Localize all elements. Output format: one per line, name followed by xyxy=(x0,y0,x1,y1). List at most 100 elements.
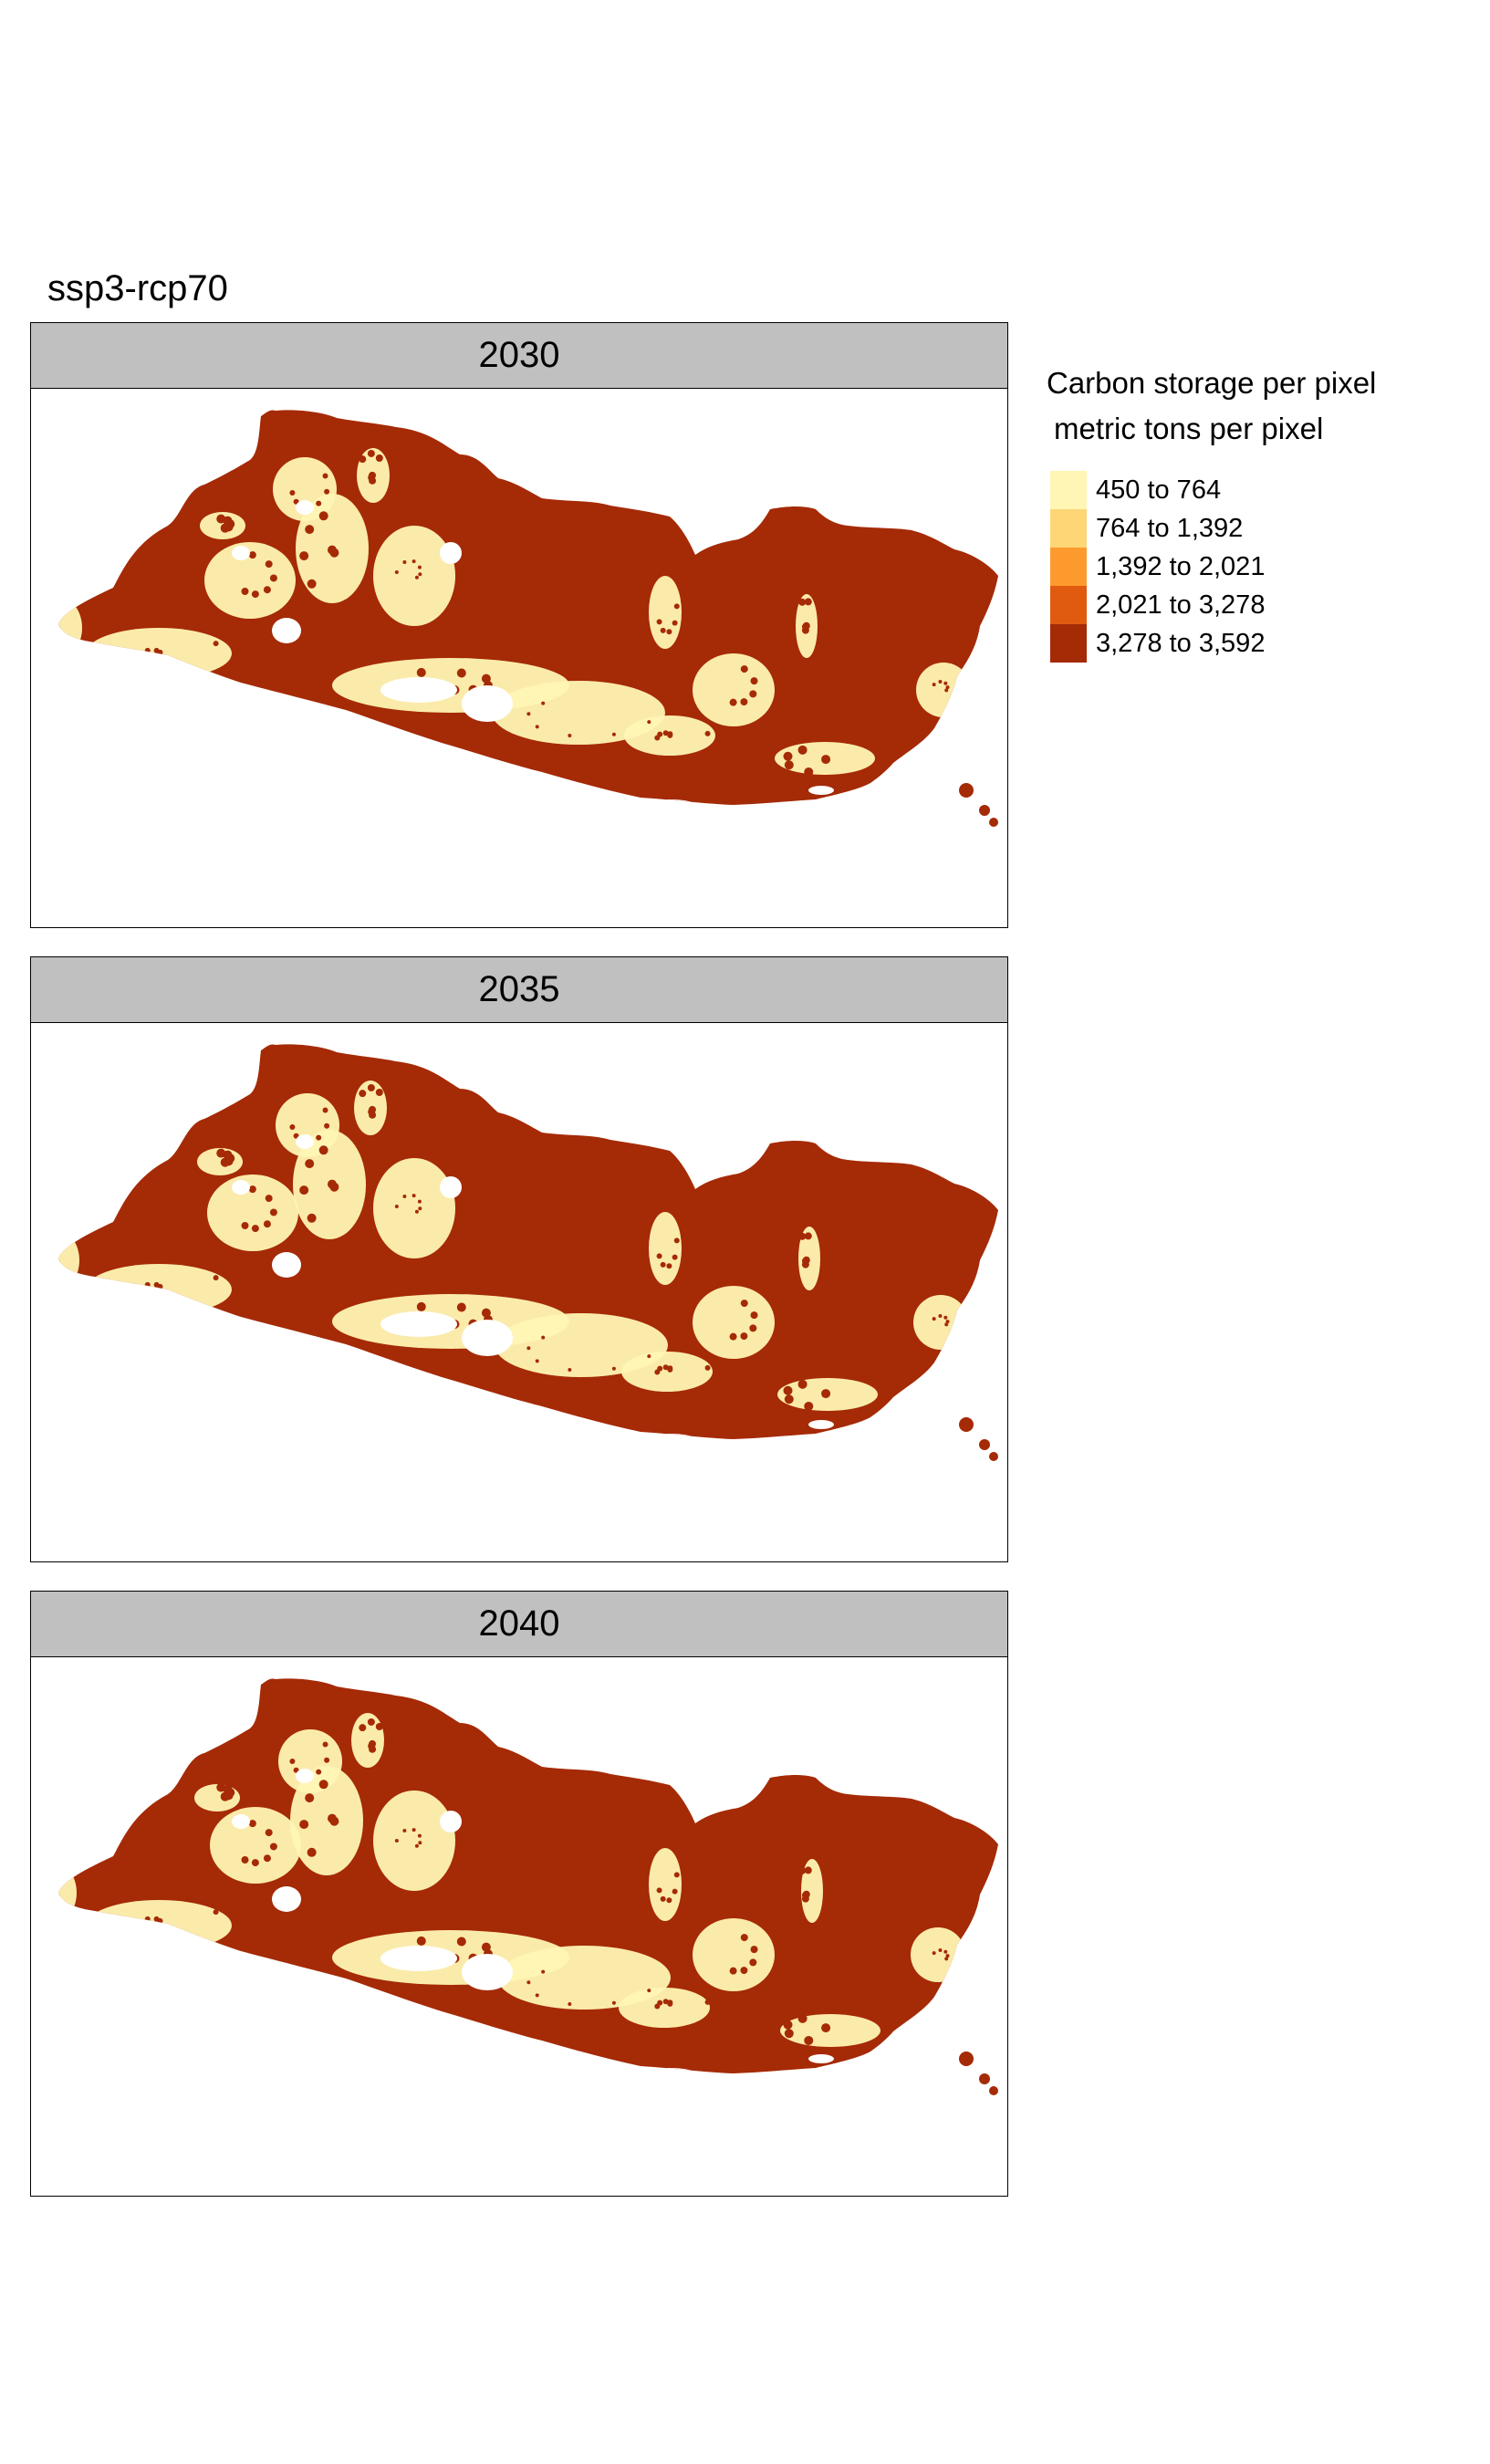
legend-item-label: 450 to 764 xyxy=(1096,475,1222,505)
high-carbon-speckle xyxy=(414,575,419,579)
high-carbon-speckle xyxy=(821,2023,831,2033)
high-carbon-speckle xyxy=(241,1221,249,1229)
high-carbon-speckle xyxy=(673,1872,680,1878)
legend-item: 3,278 to 3,592 xyxy=(1047,624,1376,663)
high-carbon-speckle xyxy=(318,1145,328,1155)
high-carbon-speckle xyxy=(750,1311,758,1320)
high-carbon-speckle xyxy=(157,1917,163,1924)
country-land xyxy=(58,410,998,805)
island xyxy=(959,2052,974,2066)
high-carbon-speckle xyxy=(375,454,383,463)
high-carbon-speckle xyxy=(220,1791,230,1801)
high-carbon-speckle xyxy=(657,1365,663,1372)
high-carbon-speckle xyxy=(932,683,936,687)
high-carbon-speckle xyxy=(797,2013,808,2023)
high-carbon-speckle xyxy=(402,1195,407,1199)
legend-item-label: 764 to 1,392 xyxy=(1096,513,1244,543)
high-carbon-speckle xyxy=(307,1213,317,1223)
high-carbon-speckle xyxy=(359,455,367,464)
high-carbon-speckle xyxy=(535,1993,539,1998)
island xyxy=(979,805,990,816)
high-carbon-speckle xyxy=(729,1332,737,1341)
water-body xyxy=(462,1954,513,1990)
country-land xyxy=(58,1678,998,2073)
high-carbon-speckle xyxy=(324,1757,330,1763)
high-carbon-speckle xyxy=(248,1185,256,1194)
high-carbon-speckle xyxy=(821,1389,831,1399)
water-body xyxy=(808,2054,834,2063)
high-carbon-speckle xyxy=(660,627,666,633)
high-carbon-speckle xyxy=(943,1315,948,1320)
high-carbon-speckle xyxy=(804,1232,812,1240)
high-carbon-speckle xyxy=(456,1937,466,1947)
high-carbon-speckle xyxy=(394,1838,399,1843)
high-carbon-speckle xyxy=(526,712,531,716)
high-carbon-speckle xyxy=(541,1335,546,1340)
high-carbon-speckle xyxy=(943,1949,948,1954)
carbon-map-2040 xyxy=(58,1678,998,2095)
low-carbon-area xyxy=(351,1713,384,1768)
high-carbon-speckle xyxy=(138,656,144,663)
high-carbon-speckle xyxy=(662,1364,669,1371)
low-carbon-area xyxy=(86,1900,232,1951)
low-carbon-area xyxy=(210,1807,301,1884)
high-carbon-speckle xyxy=(59,649,64,653)
high-carbon-speckle xyxy=(265,560,273,569)
legend-swatch xyxy=(1050,548,1087,586)
low-carbon-area xyxy=(619,1988,710,2028)
water-body xyxy=(440,1176,462,1198)
high-carbon-speckle xyxy=(414,1843,419,1848)
water-body xyxy=(462,685,513,722)
legend-item: 2,021 to 3,278 xyxy=(1047,586,1376,624)
high-carbon-speckle xyxy=(667,732,673,738)
high-carbon-speckle xyxy=(59,1283,64,1288)
legend-item-label: 2,021 to 3,278 xyxy=(1096,590,1266,620)
carbon-map-2030 xyxy=(43,410,998,827)
high-carbon-speckle xyxy=(526,1980,531,1985)
high-carbon-speckle xyxy=(402,560,407,565)
high-carbon-speckle xyxy=(144,647,151,653)
high-carbon-speckle xyxy=(804,2035,814,2045)
high-carbon-speckle xyxy=(248,1820,256,1828)
high-carbon-speckle xyxy=(137,651,143,657)
map-panel-2035: 2035 xyxy=(30,956,1008,1562)
high-carbon-speckle xyxy=(375,1089,383,1097)
high-carbon-speckle xyxy=(322,473,328,479)
low-carbon-area xyxy=(780,2014,880,2047)
high-carbon-speckle xyxy=(802,1256,810,1264)
high-carbon-speckle xyxy=(666,629,672,635)
high-carbon-speckle xyxy=(740,665,748,673)
high-carbon-speckle xyxy=(394,569,399,574)
high-carbon-speckle xyxy=(657,731,663,737)
island xyxy=(989,2086,998,2095)
high-carbon-speckle xyxy=(667,1366,673,1373)
high-carbon-speckle xyxy=(932,1317,936,1321)
high-carbon-speckle xyxy=(289,1759,296,1765)
high-carbon-speckle xyxy=(263,1854,271,1863)
high-carbon-speckle xyxy=(740,1300,748,1308)
country-land xyxy=(58,1044,998,1439)
high-carbon-speckle xyxy=(418,1206,422,1211)
high-carbon-speckle xyxy=(412,1828,416,1832)
high-carbon-speckle xyxy=(821,755,831,765)
low-carbon-area xyxy=(621,1352,713,1392)
high-carbon-speckle xyxy=(324,1122,330,1129)
high-carbon-speckle xyxy=(43,633,47,637)
high-carbon-speckle xyxy=(307,579,317,589)
high-carbon-speckle xyxy=(412,1194,416,1198)
high-carbon-speckle xyxy=(783,1385,793,1395)
water-body xyxy=(272,618,301,643)
low-carbon-area xyxy=(913,1295,968,1350)
high-carbon-speckle xyxy=(417,1833,422,1838)
high-carbon-speckle xyxy=(71,1276,76,1280)
high-carbon-speckle xyxy=(749,1324,757,1332)
high-carbon-speckle xyxy=(213,641,219,647)
high-carbon-speckle xyxy=(798,598,807,606)
water-body xyxy=(272,1886,301,1912)
high-carbon-speckle xyxy=(144,1281,151,1288)
high-carbon-speckle xyxy=(265,1195,273,1203)
high-carbon-speckle xyxy=(943,681,948,685)
low-carbon-area xyxy=(58,1229,79,1291)
high-carbon-speckle xyxy=(71,1910,76,1915)
water-body xyxy=(380,1311,457,1337)
